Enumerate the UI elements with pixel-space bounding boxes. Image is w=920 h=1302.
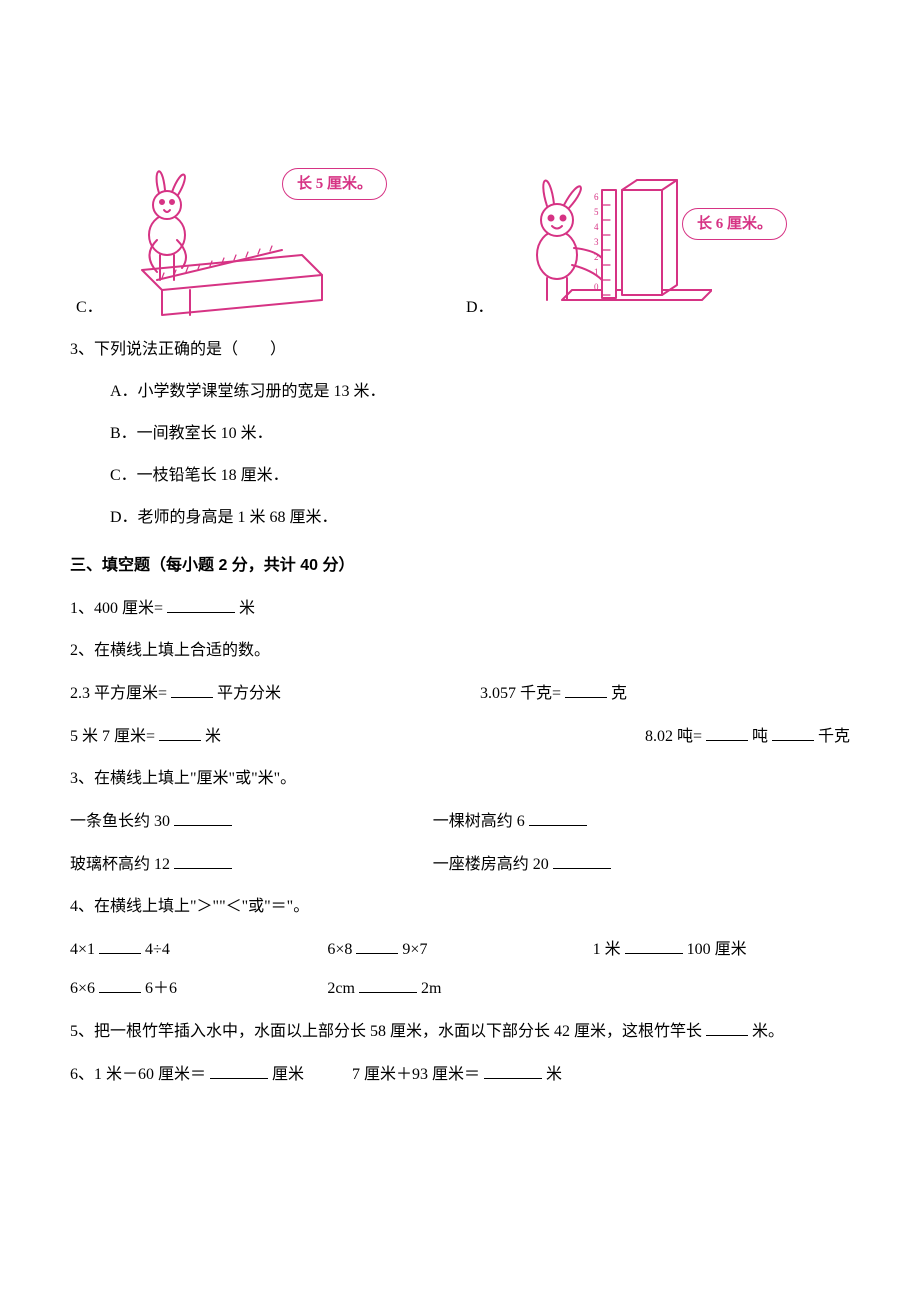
s3-q3-r1b-blank[interactable]: [529, 809, 587, 826]
s3-q5: 5、把一根竹竿插入水中，水面以上部分长 58 厘米，水面以下部分长 42 厘米，…: [70, 1019, 850, 1044]
q3-stem: 3、下列说法正确的是（ ）: [70, 338, 850, 362]
figure-d-bubble: 长 6 厘米。: [682, 208, 787, 241]
figure-c-bubble: 长 5 厘米。: [282, 168, 387, 201]
svg-text:5: 5: [594, 207, 599, 217]
s3-q3-r2a-text: 玻璃杯高约 12: [70, 856, 170, 873]
s3-q3-row1: 一条鱼长约 30 一棵树高约 6: [70, 809, 850, 834]
svg-text:3: 3: [594, 237, 599, 247]
svg-text:0: 0: [594, 282, 599, 292]
rabbit-ruler-box-illustration: 6 5 4 3 2 1 0: [502, 130, 712, 320]
s3-q2-r1a-pre: 2.3 平方厘米=: [70, 685, 167, 702]
s3-q4-r2a-r: 6＋6: [145, 980, 177, 997]
s3-q2-r1b-blank[interactable]: [565, 681, 607, 698]
svg-text:6: 6: [594, 192, 599, 202]
s3-q4-r1c-r: 100 厘米: [687, 941, 747, 958]
svg-text:4: 4: [594, 222, 599, 232]
s3-q4-r1a-l: 4×1: [70, 941, 95, 958]
s3-q4-r1b-blank[interactable]: [356, 937, 398, 954]
s3-q6-b-suf: 米: [546, 1066, 562, 1083]
s3-q2-r2b-suf: 千克: [818, 728, 850, 745]
s3-q2-r2b-blank2[interactable]: [772, 724, 814, 741]
s3-q3-r2a-blank[interactable]: [174, 852, 232, 869]
svg-text:1: 1: [594, 267, 599, 277]
s3-q4-r1b-l: 6×8: [327, 941, 352, 958]
s3-q4-r2b-blank[interactable]: [359, 976, 417, 993]
s3-q2-r1a-blank[interactable]: [171, 681, 213, 698]
s3-q2-r2b-mid: 吨: [752, 728, 768, 745]
s3-q1: 1、400 厘米= 米: [70, 596, 850, 621]
s3-q4-r2a-blank[interactable]: [99, 976, 141, 993]
s3-q1-blank[interactable]: [167, 596, 235, 613]
q3-option-a: A．小学数学课堂练习册的宽是 13 米．: [70, 380, 850, 404]
figure-d-cell: D．: [460, 130, 850, 320]
s3-q5-text-b: 米。: [752, 1023, 784, 1040]
s3-q4-r1c-blank[interactable]: [625, 937, 683, 954]
figure-d-label: D．: [460, 296, 502, 320]
s3-q2-stem: 2、在横线上填上合适的数。: [70, 639, 850, 663]
s3-q4-stem: 4、在横线上填上"＞""＜"或"＝"。: [70, 895, 850, 919]
s3-q2-row1: 2.3 平方厘米= 平方分米 3.057 千克= 克: [70, 681, 850, 706]
s3-q2-r2a-blank[interactable]: [159, 724, 201, 741]
s3-q6-b-pre: 7 厘米＋93 厘米＝: [352, 1066, 480, 1083]
s3-q4-r2b-r: 2m: [421, 980, 441, 997]
s3-q2-r1a: 2.3 平方厘米= 平方分米: [70, 681, 440, 706]
s3-q2-r2b-blank1[interactable]: [706, 724, 748, 741]
figure-c-cell: C．: [70, 140, 460, 320]
s3-q3-r1b-text: 一棵树高约 6: [433, 813, 525, 830]
s3-q4-row1: 4×1 4÷4 6×8 9×7 1 米 100 厘米: [70, 937, 850, 962]
s3-q2-r2a-suf: 米: [205, 728, 221, 745]
section3-title: 三、填空题（每小题 2 分，共计 40 分）: [70, 554, 850, 578]
s3-q3-r1a-blank[interactable]: [174, 809, 232, 826]
s3-q2-r1a-suf: 平方分米: [217, 685, 281, 702]
s3-q5-text-a: 5、把一根竹竿插入水中，水面以上部分长 58 厘米，水面以下部分长 42 厘米，…: [70, 1023, 702, 1040]
s3-q2-r2b: 8.02 吨= 吨 千克: [460, 724, 850, 749]
s3-q2-r1b: 3.057 千克= 克: [440, 681, 850, 706]
s3-q6-a-pre: 6、1 米－60 厘米＝: [70, 1066, 206, 1083]
s3-q6-a-suf: 厘米: [272, 1066, 304, 1083]
s3-q4-r2a-l: 6×6: [70, 980, 95, 997]
s3-q3-row2: 玻璃杯高约 12 一座楼房高约 20: [70, 852, 850, 877]
s3-q3-r2b-blank[interactable]: [553, 852, 611, 869]
figure-row: C．: [70, 130, 850, 320]
s3-q1-suf: 米: [239, 600, 255, 617]
s3-q6-a-blank[interactable]: [210, 1062, 268, 1079]
s3-q3-stem: 3、在横线上填上"厘米"或"米"。: [70, 767, 850, 791]
q3-option-c: C．一枝铅笔长 18 厘米．: [70, 464, 850, 488]
q3-option-b: B．一间教室长 10 米．: [70, 422, 850, 446]
svg-text:2: 2: [594, 252, 599, 262]
s3-q6: 6、1 米－60 厘米＝ 厘米 7 厘米＋93 厘米＝ 米: [70, 1062, 850, 1087]
figure-c-label: C．: [70, 296, 112, 320]
s3-q5-blank[interactable]: [706, 1019, 748, 1036]
s3-q4-r1a-r: 4÷4: [145, 941, 170, 958]
s3-q2-r1b-pre: 3.057 千克=: [480, 685, 561, 702]
s3-q2-r1b-suf: 克: [611, 685, 627, 702]
s3-q3-r1a-text: 一条鱼长约 30: [70, 813, 170, 830]
s3-q6-b-blank[interactable]: [484, 1062, 542, 1079]
s3-q4-r1c-l: 1 米: [593, 941, 621, 958]
s3-q4-row2: 6×6 6＋6 2cm 2m: [70, 976, 850, 1001]
s3-q2-r2a-pre: 5 米 7 厘米=: [70, 728, 155, 745]
s3-q4-r1a-blank[interactable]: [99, 937, 141, 954]
s3-q2-row2: 5 米 7 厘米= 米 8.02 吨= 吨 千克: [70, 724, 850, 749]
s3-q4-r1b-r: 9×7: [402, 941, 427, 958]
s3-q4-r2b-l: 2cm: [327, 980, 355, 997]
s3-q3-r2b-text: 一座楼房高约 20: [433, 856, 549, 873]
s3-q2-r2a: 5 米 7 厘米= 米: [70, 724, 460, 749]
s3-q1-pre: 1、400 厘米=: [70, 600, 163, 617]
s3-q2-r2b-pre: 8.02 吨=: [645, 728, 702, 745]
q3-option-d: D．老师的身高是 1 米 68 厘米．: [70, 506, 850, 530]
